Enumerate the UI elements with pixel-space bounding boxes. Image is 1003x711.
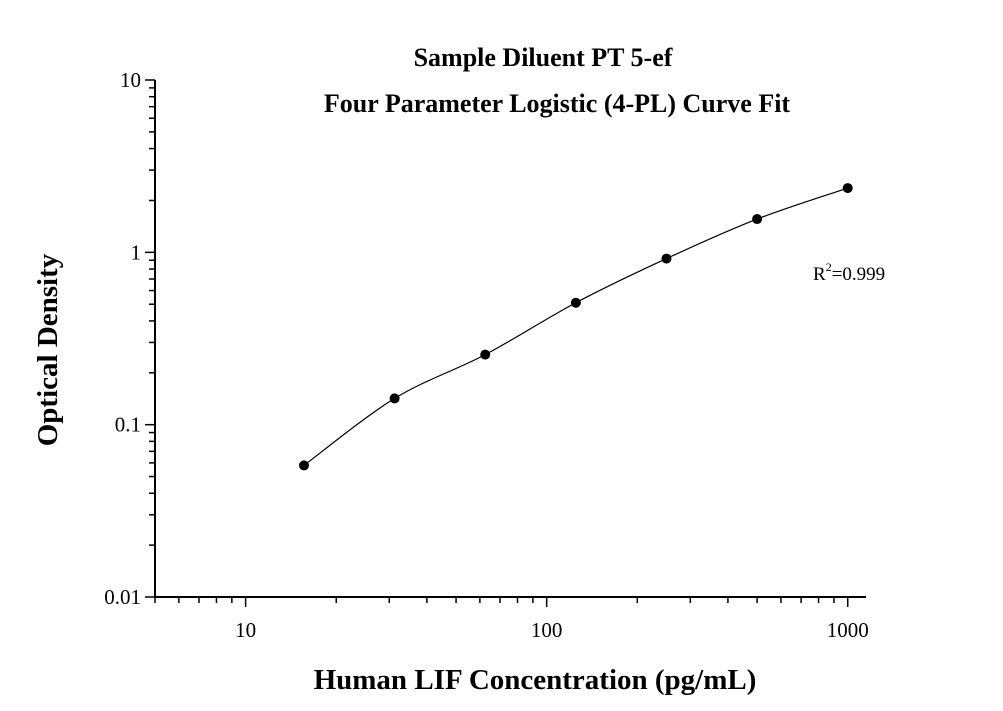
chart-subtitle: Four Parameter Logistic (4-PL) Curve Fit (324, 89, 791, 118)
data-point (570, 297, 581, 308)
chart-title: Sample Diluent PT 5-ef (414, 43, 673, 72)
data-point (389, 393, 400, 404)
data-point (752, 214, 763, 225)
data-point (480, 349, 491, 360)
data-point (298, 460, 309, 471)
data-point (842, 183, 853, 194)
data-point (661, 253, 672, 264)
x-tick-label: 1000 (827, 618, 869, 642)
x-tick-label: 10 (235, 618, 256, 642)
r-squared-annotation: R2=0.999 (813, 260, 885, 285)
x-axis-label: Human LIF Concentration (pg/mL) (314, 664, 757, 696)
y-tick-label: 0.01 (104, 585, 141, 609)
y-tick-label: 0.1 (115, 413, 141, 437)
r-label: R (813, 264, 826, 285)
r-value: =0.999 (832, 264, 885, 285)
y-tick-label: 1 (131, 240, 142, 264)
fit-curve (303, 187, 848, 466)
y-tick-label: 10 (120, 68, 141, 92)
x-tick-label: 100 (531, 618, 563, 642)
y-axis-label: Optical Density (32, 253, 64, 446)
r-superscript: 2 (826, 260, 832, 274)
